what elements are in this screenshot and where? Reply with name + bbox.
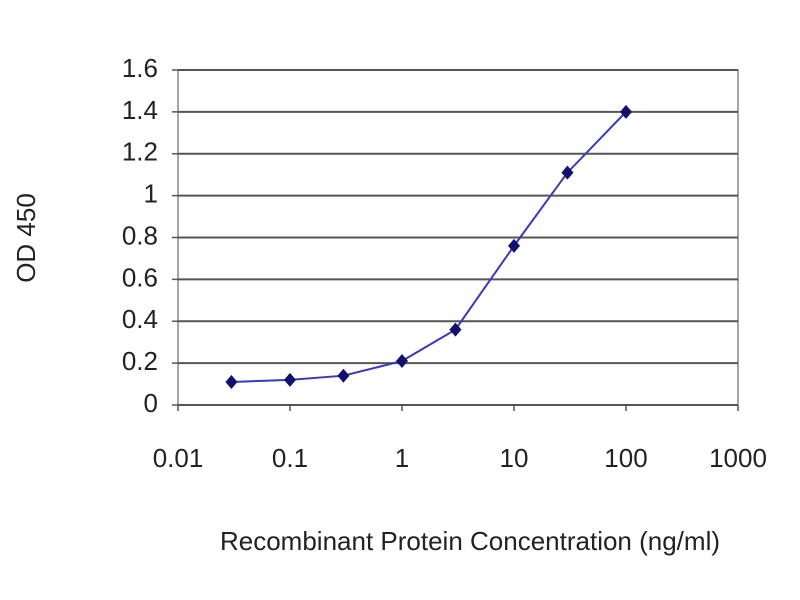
y-tick-label: 0.2 <box>122 346 158 376</box>
data-point <box>337 368 350 383</box>
y-tick-label: 0 <box>144 388 158 418</box>
x-tick-label: 1 <box>395 443 409 473</box>
y-axis-label: OD 450 <box>11 193 41 283</box>
x-axis-label: Recombinant Protein Concentration (ng/ml… <box>220 526 720 556</box>
data-point <box>396 354 408 369</box>
data-line <box>231 111 627 383</box>
y-tick-label: 0.4 <box>122 304 158 334</box>
y-tick-label: 1.6 <box>122 53 158 83</box>
data-point <box>284 372 296 387</box>
data-point <box>561 165 574 180</box>
data-point <box>620 104 632 119</box>
data-point <box>508 238 520 253</box>
y-tick-label: 1.4 <box>122 95 158 125</box>
y-tick-label: 0.8 <box>122 220 158 250</box>
x-tick-label: 100 <box>604 443 647 473</box>
x-tick-label: 0.01 <box>153 443 204 473</box>
data-point <box>449 322 462 337</box>
y-tick-label: 1 <box>144 179 158 209</box>
data-point <box>225 374 238 389</box>
x-tick-label: 1000 <box>709 443 767 473</box>
y-tick-label: 1.2 <box>122 137 158 167</box>
x-tick-label: 10 <box>500 443 529 473</box>
x-tick-label: 0.1 <box>272 443 308 473</box>
y-tick-label: 0.6 <box>122 262 158 292</box>
